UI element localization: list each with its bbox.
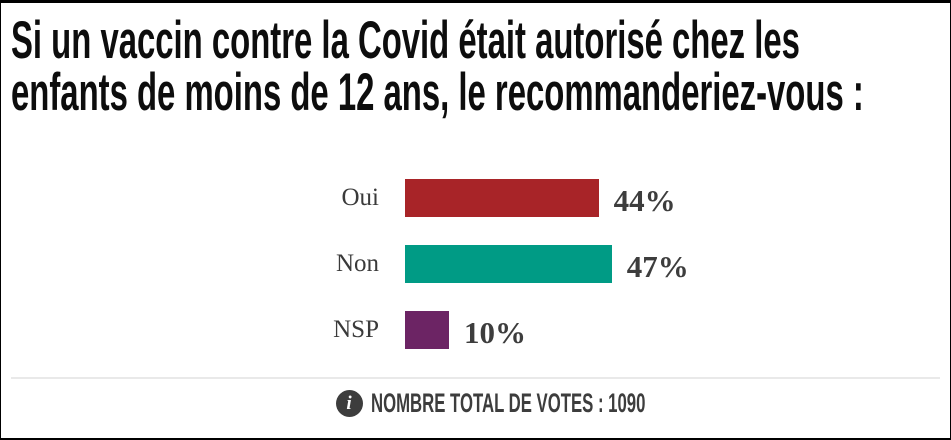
poll-result-row: Oui 44% bbox=[1, 179, 950, 218]
poll-result-row: NSP 10% bbox=[1, 311, 950, 350]
result-percentage-oui: 44% bbox=[613, 183, 676, 218]
poll-results-chart: Oui 44% Non 47% NSP 10% bbox=[1, 179, 950, 350]
result-bar-oui bbox=[405, 179, 599, 217]
info-circle-icon: i bbox=[335, 389, 363, 417]
poll-question-line-1: Si un vaccin contre la Covid était autor… bbox=[11, 11, 800, 70]
option-label-non: Non bbox=[335, 250, 379, 277]
result-bar-nsp bbox=[405, 311, 449, 349]
result-percentage-nsp: 10% bbox=[464, 315, 526, 350]
total-votes-footer: i NOMBRE TOTAL DE VOTES : 1090 bbox=[1, 388, 950, 418]
total-votes-text: NOMBRE TOTAL DE VOTES : 1090 bbox=[370, 388, 645, 418]
poll-question-line-2: enfants de moins de 12 ans, le recommand… bbox=[11, 63, 864, 122]
option-label-oui: Oui bbox=[341, 184, 380, 211]
result-percentage-non: 47% bbox=[626, 249, 689, 284]
option-label-nsp: NSP bbox=[333, 316, 379, 343]
result-bar-non bbox=[405, 245, 612, 283]
footer-divider bbox=[11, 377, 940, 379]
total-votes-text-wrap: NOMBRE TOTAL DE VOTES : 1090 bbox=[371, 388, 645, 418]
poll-question: Si un vaccin contre la Covid était autor… bbox=[1, 3, 950, 119]
poll-result-row: Non 47% bbox=[1, 245, 950, 284]
